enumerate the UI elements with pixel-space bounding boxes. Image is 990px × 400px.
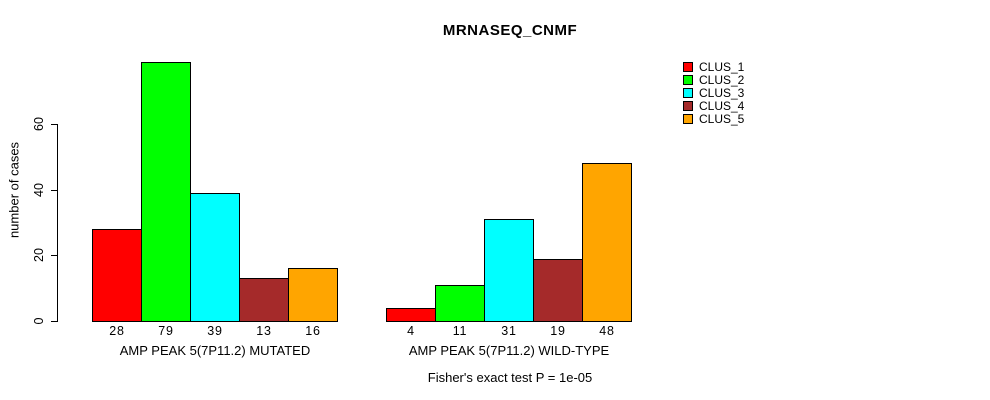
legend-label-clus_5: CLUS_5 [699,112,745,127]
legend-swatch-clus_2 [683,74,693,85]
legend-swatch-clus_1 [683,61,693,72]
y-tick-label-40: 40 [32,183,46,197]
bar-value-clus_1-group1: 4 [407,324,415,338]
bar-clus_5-group1 [582,163,632,322]
bar-clus_1-group0 [92,229,142,322]
legend-item-clus_3: CLUS_3 [683,86,744,99]
y-tick-label-20: 20 [32,248,46,262]
legend-label-clus_3: CLUS_3 [699,85,745,100]
bar-value-clus_5-group1: 48 [599,324,615,338]
y-tick-20 [51,255,58,256]
y-tick-0 [51,321,58,322]
bar-clus_5-group0 [288,268,338,322]
y-tick-label-0: 0 [32,317,46,325]
bar-clus_2-group0 [141,62,191,322]
y-axis-line [57,124,58,322]
y-tick-40 [51,190,58,191]
legend-swatch-clus_5 [683,114,693,125]
bar-value-clus_3-group1: 31 [501,324,517,338]
legend-item-clus_5: CLUS_5 [683,113,744,126]
legend-item-clus_1: CLUS_1 [683,60,744,73]
y-tick-label-60: 60 [32,117,46,131]
chart-title: MRNASEQ_CNMF [442,22,578,39]
legend-swatch-clus_4 [683,101,693,112]
bar-value-clus_5-group0: 16 [305,324,321,338]
legend-label-clus_1: CLUS_1 [699,59,745,74]
x-group-label-wild-type: AMP PEAK 5(7P11.2) WILD-TYPE [408,343,610,358]
bar-clus_3-group1 [484,219,534,322]
bar-value-clus_1-group0: 28 [109,324,125,338]
bar-value-clus_3-group0: 39 [207,324,223,338]
bar-value-clus_4-group1: 19 [550,324,566,338]
bar-value-clus_2-group1: 11 [452,324,468,338]
legend-label-clus_4: CLUS_4 [699,99,745,114]
y-axis-title: number of cases [6,141,22,239]
y-tick-60 [51,124,58,125]
legend-item-clus_2: CLUS_2 [683,73,744,86]
fisher-test-annotation: Fisher's exact test P = 1e-05 [427,370,593,385]
x-group-label-mutated: AMP PEAK 5(7P11.2) MUTATED [119,343,311,358]
legend: CLUS_1 CLUS_2 CLUS_3 CLUS_4 CLUS_5 [683,60,744,126]
bar-clus_3-group0 [190,193,240,322]
legend-swatch-clus_3 [683,87,693,98]
bar-clus_4-group0 [239,278,289,322]
bar-clus_1-group1 [386,308,436,322]
legend-item-clus_4: CLUS_4 [683,100,744,113]
legend-label-clus_2: CLUS_2 [699,72,745,87]
bar-value-clus_2-group0: 79 [158,324,174,338]
bar-clus_4-group1 [533,259,583,322]
bar-clus_2-group1 [435,285,485,322]
bar-value-clus_4-group0: 13 [256,324,272,338]
